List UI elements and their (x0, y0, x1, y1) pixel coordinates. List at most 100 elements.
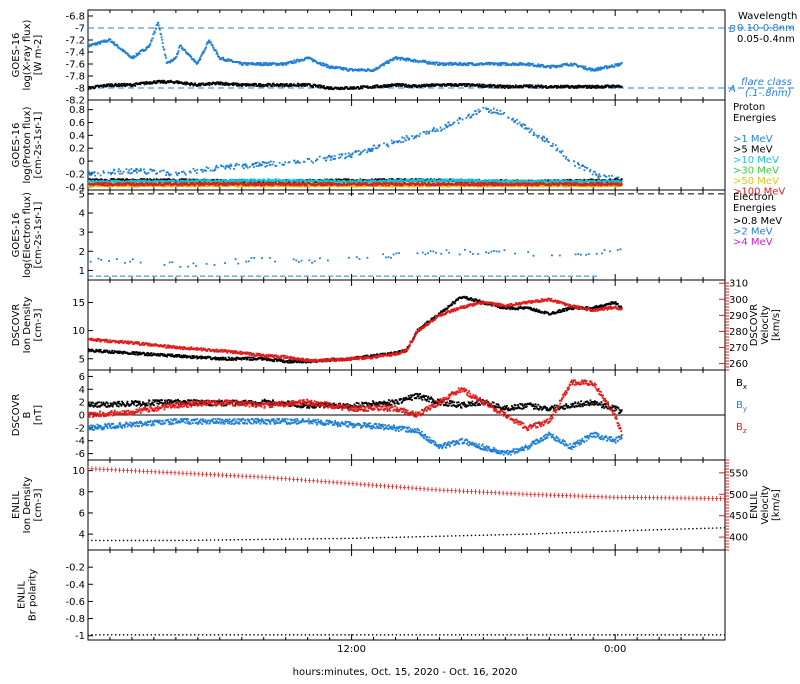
series-point (311, 58, 313, 60)
series-point (168, 178, 170, 180)
series-point (441, 129, 443, 131)
series-point (491, 112, 493, 114)
series-point (616, 65, 618, 67)
series-point (163, 49, 165, 51)
series-point (362, 150, 364, 152)
series-point (387, 146, 389, 148)
series-point (364, 149, 366, 151)
series-point (301, 85, 303, 87)
series-point (323, 179, 325, 181)
series-point (215, 169, 217, 171)
series-point (247, 64, 249, 66)
series-point (318, 87, 320, 89)
series-point (618, 177, 620, 179)
series-point (431, 83, 433, 85)
series-point (218, 56, 220, 58)
series-point (297, 59, 299, 61)
series-point (572, 65, 574, 67)
series-point (156, 172, 158, 174)
series-point (379, 144, 381, 146)
series-point (177, 80, 179, 82)
series-point (268, 64, 270, 66)
series-point (426, 131, 428, 133)
series-point (206, 166, 208, 168)
series-point (405, 60, 407, 62)
series-point (311, 160, 313, 162)
series-point (352, 152, 354, 154)
series-point (383, 64, 385, 66)
series-point (501, 64, 503, 66)
series-point (464, 83, 466, 85)
series-point (394, 142, 396, 144)
series-point (249, 166, 251, 168)
series-point (201, 169, 203, 171)
series-point (177, 52, 179, 54)
series-point (536, 87, 538, 89)
series-point (387, 60, 389, 62)
series-point (375, 87, 377, 89)
series-point (481, 84, 483, 86)
series-point (405, 83, 407, 85)
series-point (112, 172, 114, 174)
series-point (608, 175, 610, 177)
series-point (346, 68, 348, 70)
series-point (528, 62, 530, 64)
series-point (304, 85, 306, 87)
series-point (531, 128, 533, 130)
series-point (358, 150, 360, 152)
series-point (557, 148, 559, 150)
series-point (319, 156, 321, 158)
panel-proton (87, 100, 725, 190)
series-point (598, 175, 600, 177)
series-point (223, 166, 225, 168)
series-point (175, 172, 177, 174)
series-point (610, 85, 612, 87)
series-point (493, 108, 495, 110)
series-point (498, 113, 500, 115)
series-point (461, 179, 463, 181)
series-point (612, 87, 614, 89)
series-point (530, 130, 532, 132)
series-point (90, 174, 92, 176)
series-point (451, 85, 453, 87)
series-point (395, 56, 397, 58)
series-point (221, 165, 223, 167)
series-point (538, 135, 540, 137)
series-point (555, 144, 557, 146)
series-point (411, 135, 413, 137)
series-point (128, 172, 130, 174)
series-point (562, 87, 564, 89)
series-point (428, 61, 430, 63)
series-point (253, 85, 255, 87)
series-point (89, 172, 91, 174)
series-point (465, 85, 467, 87)
series-point (216, 165, 218, 167)
series-point (573, 160, 575, 162)
series-point (419, 133, 421, 135)
series-point (193, 59, 195, 61)
series-point (222, 57, 224, 59)
series-point (97, 172, 99, 174)
series-point (190, 172, 192, 174)
series-point (400, 59, 402, 61)
series-point (357, 86, 359, 88)
series-point (267, 162, 269, 164)
series-point (123, 83, 125, 85)
series-point (508, 117, 510, 119)
series-point (401, 137, 403, 139)
series-point (210, 170, 212, 172)
series-point (143, 169, 145, 171)
series-point (156, 82, 158, 84)
series-point (582, 165, 584, 167)
series-point (528, 128, 530, 130)
series-point (414, 59, 416, 61)
series-point (139, 170, 141, 172)
series-point (500, 113, 502, 115)
series-point (387, 86, 389, 88)
series-point (258, 62, 260, 64)
series-point (436, 62, 438, 64)
series-point (263, 62, 265, 64)
series-point (350, 154, 352, 156)
series-point (590, 70, 592, 72)
